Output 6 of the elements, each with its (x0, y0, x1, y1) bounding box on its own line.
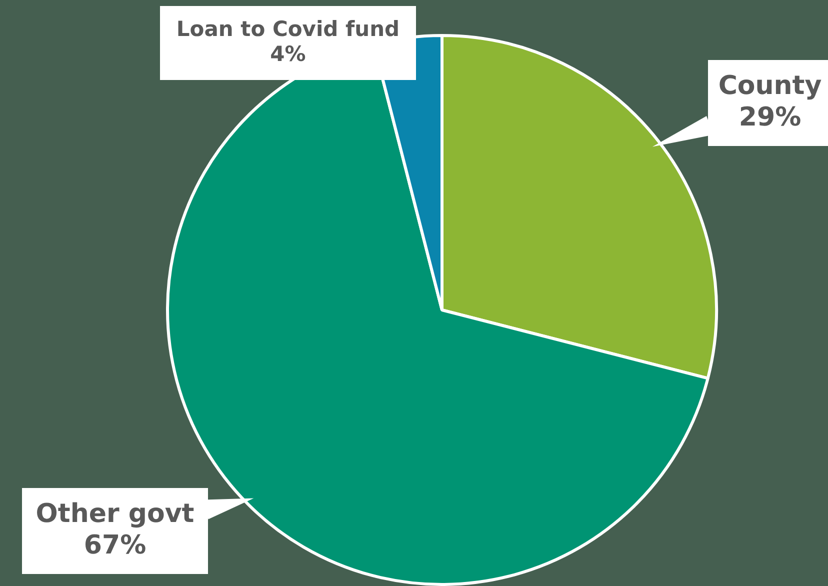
data-label: 4% (270, 42, 306, 66)
data-label: 29% (738, 102, 802, 132)
slice-label: Other govt (36, 499, 194, 530)
slice-label: County (718, 71, 822, 102)
slice-label: Loan to Covid fund (176, 16, 400, 41)
data-label: 67% (84, 530, 146, 560)
